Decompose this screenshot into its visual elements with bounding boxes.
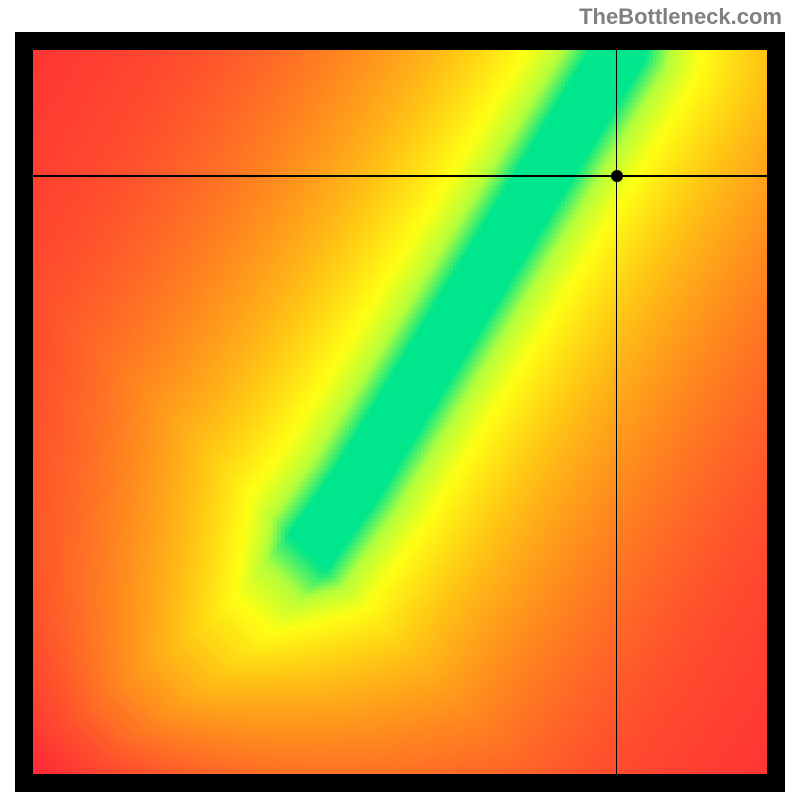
marker-dot [611, 170, 623, 182]
crosshair-horizontal [33, 175, 767, 177]
crosshair-vertical [616, 50, 618, 774]
watermark: TheBottleneck.com [579, 4, 782, 30]
heatmap-canvas [33, 50, 767, 774]
watermark-text: TheBottleneck.com [579, 4, 782, 29]
